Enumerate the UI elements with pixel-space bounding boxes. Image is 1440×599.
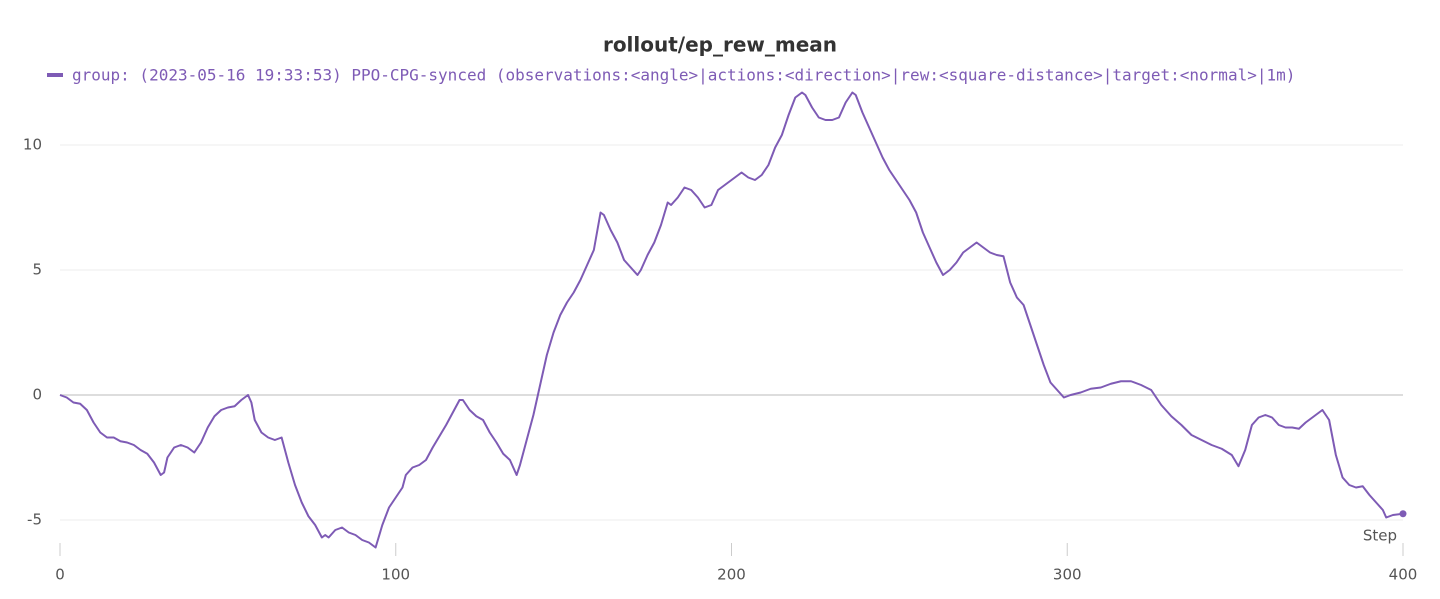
series-line	[59, 91, 1404, 549]
x-tick-label: 100	[381, 566, 410, 584]
chart-title: rollout/ep_rew_mean	[603, 33, 837, 57]
x-tick-label: 400	[1389, 566, 1418, 584]
legend-entry[interactable]: group: (2023-05-16 19:33:53) PPO-CPG-syn…	[72, 66, 1295, 85]
y-tick-label: 5	[32, 261, 42, 279]
y-tick-label: -5	[27, 511, 42, 529]
x-tick-label: 300	[1053, 566, 1082, 584]
end-point	[1399, 510, 1407, 518]
x-tick-label: 0	[55, 566, 65, 584]
y-tick-label: 10	[23, 136, 42, 154]
x-axis-label: Step	[1363, 527, 1397, 545]
y-tick-label: 0	[32, 386, 42, 404]
x-tick-label: 200	[717, 566, 746, 584]
